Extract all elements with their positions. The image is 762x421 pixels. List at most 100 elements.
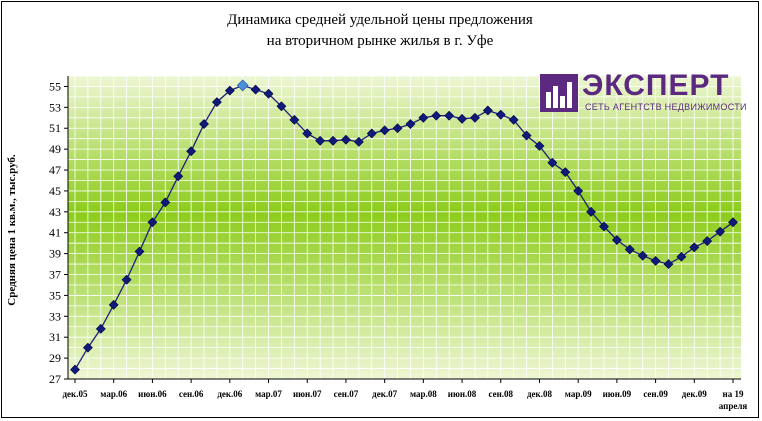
data-point xyxy=(263,88,274,99)
x-tick-label: дек.05 xyxy=(63,389,88,399)
data-point xyxy=(689,242,700,253)
y-tick-label: 43 xyxy=(49,205,61,219)
data-point xyxy=(95,323,106,334)
data-point xyxy=(276,101,287,112)
company-logo: ЭКСПЕРТ СЕТЬ АГЕНТСТВ НЕДВИЖИМОСТИ xyxy=(540,69,747,116)
x-tick-label: июн.06 xyxy=(138,389,167,399)
data-point xyxy=(224,85,235,96)
data-point xyxy=(173,171,184,182)
x-tick-label: сен.08 xyxy=(488,389,513,399)
data-point xyxy=(250,84,261,95)
data-point xyxy=(560,167,571,178)
x-tick-label: дек.08 xyxy=(527,389,552,399)
x-tick-label: сен.06 xyxy=(179,389,204,399)
x-tick-label: на 19 xyxy=(723,389,744,399)
data-point xyxy=(211,97,222,108)
data-point xyxy=(444,110,455,121)
data-point-highlighted xyxy=(236,79,249,92)
chart-title-line-2: на вторичном рынке жилья в г. Уфе xyxy=(266,33,494,49)
data-point xyxy=(470,112,480,123)
data-point xyxy=(431,110,442,121)
data-point xyxy=(147,217,158,228)
y-tick-label: 27 xyxy=(49,372,61,386)
data-point xyxy=(611,235,622,245)
data-point xyxy=(586,206,597,217)
data-point xyxy=(534,141,545,151)
chart-title: Динамика средней удельной цены предложен… xyxy=(130,10,630,52)
data-point xyxy=(379,125,390,136)
y-tick-label: 39 xyxy=(49,247,61,261)
series-line xyxy=(74,84,734,370)
x-tick-label: июн.07 xyxy=(293,389,322,399)
x-tick-label: дек.07 xyxy=(372,389,397,399)
data-point xyxy=(676,251,687,262)
x-tick-label: июн.08 xyxy=(448,389,477,399)
data-point xyxy=(289,114,300,125)
y-tick-label: 53 xyxy=(49,100,61,114)
y-tick-label: 35 xyxy=(49,288,61,302)
data-point xyxy=(353,136,364,147)
x-tick-label: мар.06 xyxy=(100,389,127,399)
data-point xyxy=(392,123,403,134)
x-tick-label: сен.07 xyxy=(334,389,359,399)
x-tick-label: мар.08 xyxy=(410,389,437,399)
x-tick-label: мар.07 xyxy=(255,389,282,399)
data-point xyxy=(82,342,93,353)
y-tick-label: 29 xyxy=(49,351,61,365)
data-point xyxy=(663,259,674,269)
data-point xyxy=(108,299,119,310)
data-point xyxy=(186,146,197,157)
logo-subtitle: СЕТЬ АГЕНТСТВ НЕДВИЖИМОСТИ xyxy=(585,102,747,112)
data-point xyxy=(495,109,506,120)
x-tick-label: мар.09 xyxy=(565,389,592,399)
data-point xyxy=(637,250,648,261)
x-tick-label: дек.09 xyxy=(682,389,707,399)
y-tick-label: 33 xyxy=(49,309,61,323)
series-markers xyxy=(70,79,738,375)
x-tick-label: июн.09 xyxy=(603,389,632,399)
data-point xyxy=(134,246,145,257)
data-point xyxy=(650,256,661,266)
x-tick-label: сен.09 xyxy=(643,389,668,399)
data-point xyxy=(199,119,209,129)
data-point xyxy=(70,364,80,375)
y-tick-label: 49 xyxy=(49,142,61,156)
y-tick-label: 47 xyxy=(49,163,61,177)
data-point xyxy=(728,217,738,228)
logo-name: ЭКСПЕРТ xyxy=(582,69,730,102)
data-point xyxy=(418,112,429,123)
data-point xyxy=(702,236,713,247)
data-point xyxy=(482,105,493,116)
data-point xyxy=(160,197,171,208)
y-tick-label: 45 xyxy=(49,184,61,198)
y-tick-label: 31 xyxy=(49,330,61,344)
data-point xyxy=(341,134,351,145)
x-axis: дек.05 мар.06 июн.06 сен.06 дек.06 мар.07 июн.… xyxy=(63,379,748,411)
data-point xyxy=(366,128,377,139)
data-point xyxy=(405,119,416,129)
data-point xyxy=(521,130,532,141)
data-point xyxy=(328,135,338,146)
plot-area xyxy=(68,76,741,379)
data-point xyxy=(315,135,326,146)
x-tick-label: дек.06 xyxy=(217,389,242,399)
data-point xyxy=(573,186,584,196)
data-point xyxy=(547,157,558,168)
y-tick-label: 51 xyxy=(49,121,61,135)
x-tick-label-line2: апреля xyxy=(719,401,748,411)
logo-icon xyxy=(540,74,578,112)
data-point xyxy=(624,244,635,255)
chart-title-line-1: Динамика средней удельной цены предложен… xyxy=(227,12,533,28)
data-point xyxy=(457,113,467,124)
data-point xyxy=(715,226,726,237)
y-tick-label: 41 xyxy=(49,226,61,240)
data-point xyxy=(121,274,132,285)
grid xyxy=(67,75,741,380)
y-tick-label: 55 xyxy=(49,79,61,93)
data-point xyxy=(302,128,313,139)
y-axis: 27 29 31 33 35 37 39 41 43 45 47 49 51 53 55 xyxy=(49,79,68,386)
data-point xyxy=(599,221,609,232)
data-point xyxy=(508,114,519,125)
